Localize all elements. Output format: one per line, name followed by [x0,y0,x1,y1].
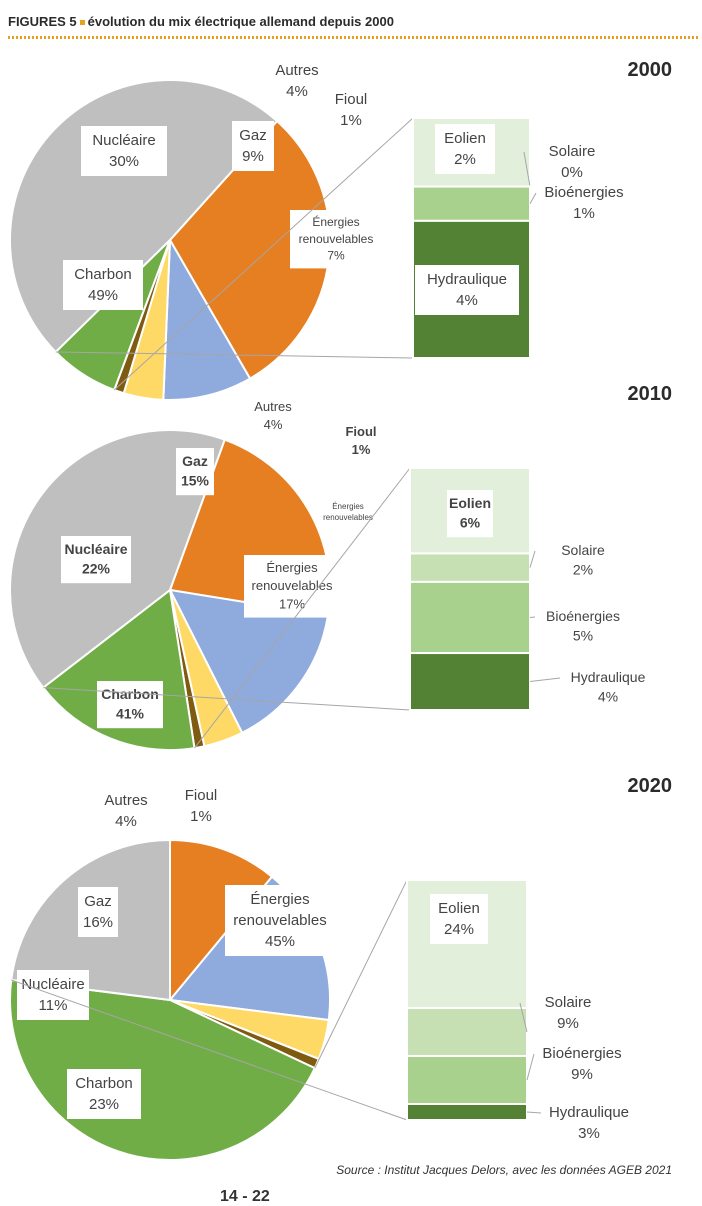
bar-label-eolien-line: 24% [444,921,474,938]
secondary-label-renewables-line: Énergies [332,502,364,511]
bar-label-solaire-line: 0% [561,164,583,181]
figure-canvas: 2000 Nucléaire 30% Gaz 9% Autres 4% Fioul 1% Éner… [0,0,702,1160]
bar-label-bioenergies-line: 9% [571,1066,593,1083]
slice-label-charbon-line: Charbon [75,1075,133,1092]
year-title: 2000 [628,59,673,81]
slice-label-autres: Autres 4% [104,792,147,830]
bar-label-solaire: Solaire 2% [561,542,605,578]
bar-label-solaire: Solaire 0% [549,143,596,181]
bar-label-eolien-line: 2% [454,151,476,168]
secondary-label-renewables-line: renouvelables [323,513,373,522]
slice-label-autres-line: Autres [254,399,292,414]
bar-segment-solaire [410,553,530,581]
bar-label-bioenergies: Bioénergies 1% [544,184,623,222]
slice-label-charbon-line: 41% [116,706,145,722]
slice-label-energies-renouvelables-line: 45% [265,933,295,950]
bar-label-bioenergies: Bioénergies 5% [546,608,620,644]
bar-segment-bioenergies [410,582,530,653]
slice-label-energies-renouvelables-line: renouvelables [252,578,333,593]
bar-leader-hydraulique [527,1112,541,1113]
bar-segment-bioenergies [407,1056,527,1104]
chart-2010: 2010 Nucléaire 22% Gaz 15% Autres 4% Fioul 1% Éne… [10,383,672,750]
bar-label-bioenergies-line: Bioénergies [546,608,620,624]
slice-label-gaz-line: Gaz [239,127,267,144]
bar-label-bioenergies-line: Bioénergies [544,184,623,201]
bar-label-hydraulique-line: Hydraulique [549,1104,629,1121]
page-number: 14 - 22 [220,1188,270,1206]
slice-label-gaz-line: Gaz [84,893,112,910]
bar-label-hydraulique: Hydraulique 4% [571,669,646,705]
bar-label-hydraulique-line: 4% [598,689,618,705]
bar-leader-bioenergies [527,1054,534,1080]
bar-label-solaire-line: Solaire [549,143,596,160]
slice-label-autres: Autres 4% [254,399,292,432]
bar-segment-solaire [407,1008,527,1056]
bar-label-hydraulique-line: 3% [578,1125,600,1142]
slice-label-nucleaire-line: 30% [109,153,139,170]
slice-label-energies-renouvelables-line: renouvelables [233,912,326,929]
slice-label-nucleaire-line: Nucléaire [64,541,127,557]
slice-label-autres-line: Autres [275,62,318,79]
slice-label-fioul: Fioul 1% [345,424,376,457]
bar-segment-bioenergies [413,187,530,221]
bar-label-bioenergies: Bioénergies 9% [542,1045,621,1083]
slice-label-energies-renouvelables-line: 7% [327,249,345,263]
bar-leader-hydraulique [530,678,560,682]
bar-label-hydraulique-line: Hydraulique [571,669,646,685]
slice-label-fioul-line: 1% [340,112,362,129]
slice-label-nucleaire-line: 11% [39,997,68,1014]
source-note: Source : Institut Jacques Delors, avec l… [336,1163,672,1177]
slice-label-nucleaire-line: 22% [82,561,111,577]
year-title: 2010 [628,383,673,405]
slice-label-autres-line: 4% [115,813,137,830]
bar-label-hydraulique-line: 4% [456,292,478,309]
bar-label-solaire-line: Solaire [545,994,592,1011]
slice-label-energies-renouvelables-line: Énergies [266,560,318,575]
slice-label-nucleaire-line: Nucléaire [21,976,84,993]
slice-label-fioul-line: Fioul [185,787,218,804]
slice-label-autres: Autres 4% [275,62,318,100]
slice-label-fioul-line: Fioul [335,91,368,108]
bar-label-bioenergies-line: Bioénergies [542,1045,621,1062]
slice-label-fioul: Fioul 1% [185,787,218,825]
year-title: 2020 [628,775,673,797]
bar-label-solaire-line: 9% [557,1015,579,1032]
slice-label-charbon-line: 49% [88,287,118,304]
slice-label-energies-renouvelables-line: renouvelables [299,232,374,246]
slice-label-autres-line: Autres [104,792,147,809]
slice-label-gaz-line: 15% [181,473,210,489]
bar-label-solaire: Solaire 9% [545,994,592,1032]
chart-2020: 2020 Nucléaire 11% Gaz 16% Autres 4% Fioul 1% Éne… [10,775,672,1160]
slice-label-fioul-line: 1% [190,808,212,825]
slice-label-energies-renouvelables-line: Énergies [312,214,359,229]
bar-label-eolien-line: 6% [460,515,481,531]
bar-label-solaire-line: 2% [573,562,593,578]
slice-label-charbon-line: Charbon [74,266,132,283]
slice-label-charbon-line: 23% [89,1096,119,1113]
bar-label-eolien-line: Eolien [444,130,486,147]
slice-label-gaz-line: 9% [242,148,264,165]
slice-label-gaz-line: Gaz [182,453,208,469]
slice-label-energies-renouvelables-line: Énergies [250,891,309,908]
slice-label-fioul-line: Fioul [345,424,376,439]
chart-2000: 2000 Nucléaire 30% Gaz 9% Autres 4% Fioul 1% Éner… [10,59,672,400]
secondary-label-renewables: Énergies renouvelables [323,502,373,522]
bar-label-bioenergies-line: 5% [573,628,593,644]
slice-label-gaz-line: 16% [83,914,113,931]
slice-label-fioul: Fioul 1% [335,91,368,129]
bar-label-hydraulique: Hydraulique 3% [549,1104,629,1142]
bar-label-hydraulique-line: Hydraulique [427,271,507,288]
slice-label-autres-line: 4% [264,417,283,432]
bar-label-bioenergies-line: 1% [573,205,595,222]
slice-label-nucleaire-line: Nucléaire [92,132,155,149]
slice-label-autres-line: 4% [286,83,308,100]
slice-label-fioul-line: 1% [352,442,371,457]
bar-label-eolien-line: Eolien [438,900,480,917]
bar-label-eolien-line: Eolien [449,495,491,511]
bar-segment-hydraulique [410,653,530,710]
bar-label-solaire-line: Solaire [561,542,605,558]
bar-segment-hydraulique [407,1104,527,1120]
